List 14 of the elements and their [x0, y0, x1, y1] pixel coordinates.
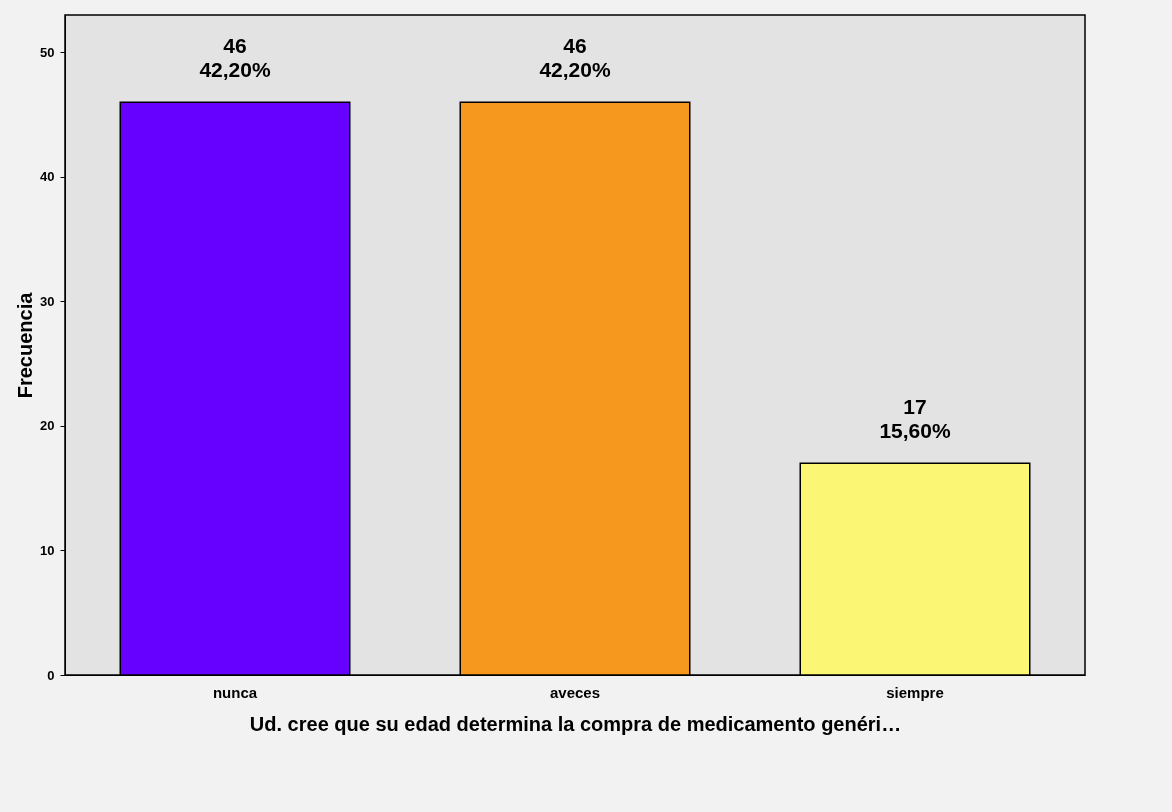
x-tick-label: nunca: [212, 683, 258, 701]
x-tick-label: siempre: [886, 683, 944, 701]
y-axis-title: Frecuencia: [14, 291, 37, 399]
y-tick-label: 30: [40, 293, 55, 309]
data-label: 17 15,60%: [879, 395, 951, 443]
y-tick-label: 20: [40, 418, 55, 434]
data-label: 46 42,20%: [539, 34, 611, 82]
y-tick-label: 10: [40, 542, 55, 558]
data-label: 46 42,20%: [199, 34, 271, 82]
x-axis-title: Ud. cree que su edad determina la compra de medicamento genéri…: [249, 712, 902, 735]
y-tick-label: 50: [40, 44, 55, 60]
y-tick-label: 0: [47, 667, 55, 683]
x-tick-label: aveces: [549, 683, 601, 701]
y-tick-label: 40: [40, 169, 55, 185]
